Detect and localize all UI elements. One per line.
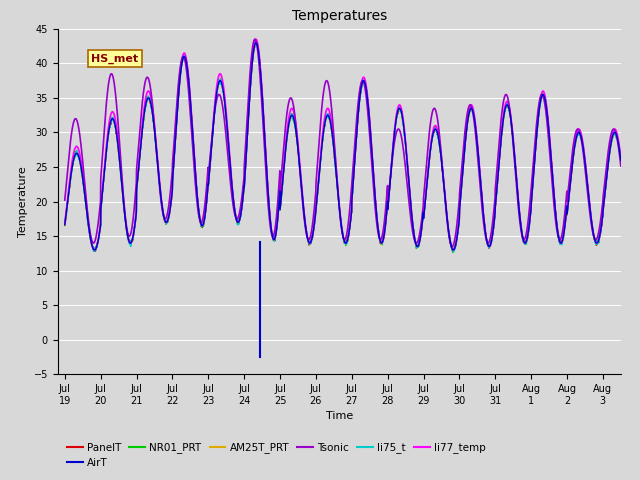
Text: HS_met: HS_met [92,54,138,64]
Y-axis label: Temperature: Temperature [18,166,28,237]
Title: Temperatures: Temperatures [292,10,387,24]
Legend: PanelT, AirT, NR01_PRT, AM25T_PRT, Tsonic, li75_t, li77_temp: PanelT, AirT, NR01_PRT, AM25T_PRT, Tsoni… [63,438,490,472]
X-axis label: Time: Time [326,411,353,421]
